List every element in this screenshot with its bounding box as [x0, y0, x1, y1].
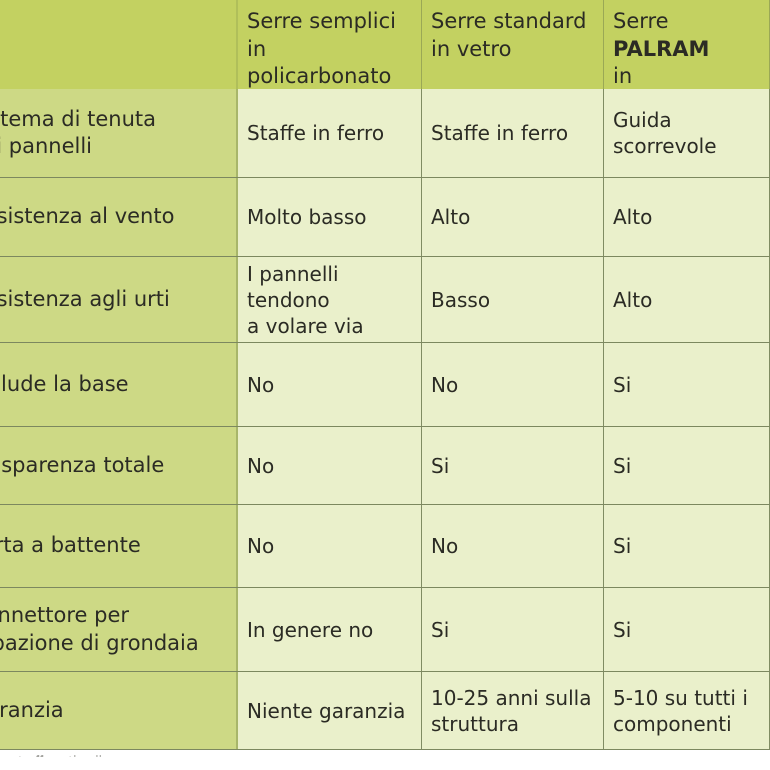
- cell-value: Molto basso: [247, 205, 367, 229]
- cell-value: Alto: [613, 205, 653, 229]
- row-cell-serre-standard: Alto: [422, 178, 604, 256]
- table-row: Include la base No No Si: [0, 343, 770, 427]
- header-serre-standard-label: Serre standard in vetro: [422, 0, 590, 63]
- cell-value: Alto: [431, 205, 471, 229]
- row-label-cell: Resistenza al vento: [0, 178, 238, 256]
- table-row: Trasparenza totale No Si Si: [0, 427, 770, 505]
- cell-value: No: [247, 534, 275, 558]
- row-cell-serre-palram: Si: [604, 505, 770, 587]
- row-label-cell: Resistenza agli urti: [0, 257, 238, 342]
- header-line2: in policarbonato: [247, 36, 392, 89]
- row-cell-serre-semplici: No: [238, 505, 422, 587]
- row-cell-serre-standard: Staffe in ferro: [422, 89, 604, 177]
- header-cell-feature: [0, 0, 238, 89]
- cell-value: Basso: [431, 287, 491, 312]
- cell-value: Si: [431, 617, 450, 642]
- row-cell-serre-semplici: No: [238, 343, 422, 426]
- row-cell-serre-palram: Si: [604, 588, 770, 671]
- header-serre-semplici-label: Serre semplici in policarbonato: [238, 0, 421, 89]
- cell-value: Si: [613, 372, 632, 397]
- cell-value: Alto: [613, 287, 653, 312]
- row-cell-serre-semplici: Molto basso: [238, 178, 422, 256]
- cell-value: In genere no: [247, 617, 374, 642]
- caption-text: cut-off caption line: [4, 754, 117, 768]
- row-label: Connettore per tubazione di grondaia: [0, 603, 199, 655]
- cell-value: Staffe in ferro: [431, 121, 569, 145]
- row-cell-serre-palram: Si: [604, 427, 770, 504]
- cell-value: No: [431, 372, 459, 397]
- row-cell-serre-standard: No: [422, 505, 604, 587]
- cell-value: No: [431, 534, 459, 558]
- row-cell-serre-semplici: Niente garanzia: [238, 672, 422, 749]
- row-cell-serre-semplici: No: [238, 427, 422, 504]
- table-row: Porta a battente No No Si: [0, 505, 770, 588]
- row-label: Garanzia: [0, 697, 64, 722]
- bottom-caption-strip: cut-off caption line: [0, 750, 770, 770]
- row-cell-serre-palram: Si: [604, 343, 770, 426]
- cell-value: Si: [431, 453, 450, 478]
- row-label-cell: Sistema di tenuta dei pannelli: [0, 89, 238, 177]
- cell-value: I pannelli tendono a volare via: [247, 261, 364, 338]
- row-cell-serre-palram: Alto: [604, 178, 770, 256]
- table-header-row: Serre semplici in policarbonato Serre sta…: [0, 0, 770, 89]
- header-cell-serre-standard: Serre standard in vetro: [422, 0, 604, 89]
- row-cell-serre-standard: Basso: [422, 257, 604, 342]
- cell-value: Si: [613, 453, 632, 478]
- cell-value: Si: [613, 534, 632, 558]
- row-cell-serre-standard: Si: [422, 588, 604, 671]
- comparison-table: Serre semplici in policarbonato Serre sta…: [0, 0, 770, 750]
- cell-value: 5-10 su tutti i componenti: [613, 685, 748, 736]
- row-cell-serre-standard: 10-25 anni sulla struttura: [422, 672, 604, 749]
- header-line2: in policarbonato: [613, 64, 633, 89]
- table-row: Garanzia Niente garanzia 10-25 anni sull…: [0, 672, 770, 750]
- cell-value: 10-25 anni sulla struttura: [431, 685, 592, 736]
- header-line2: in vetro: [431, 36, 512, 61]
- row-cell-serre-palram: Guida scorrevole: [604, 89, 770, 177]
- header-line1-prefix: Serre: [613, 9, 669, 33]
- header-line1: Serre standard: [431, 9, 587, 33]
- row-cell-serre-semplici: I pannelli tendono a volare via: [238, 257, 422, 342]
- table-row: Resistenza agli urti I pannelli tendono …: [0, 257, 770, 343]
- table-row: Sistema di tenuta dei pannelli Staffe in…: [0, 89, 770, 178]
- row-label-cell: Trasparenza totale: [0, 427, 238, 504]
- row-label: Include la base: [0, 371, 129, 396]
- brand-name-palram: PALRAM: [613, 36, 710, 61]
- table-row: Resistenza al vento Molto basso Alto Alt…: [0, 178, 770, 257]
- cell-value: Staffe in ferro: [247, 121, 385, 145]
- cell-value: Guida scorrevole: [613, 108, 717, 158]
- row-cell-serre-semplici: Staffe in ferro: [238, 89, 422, 177]
- table-row: Connettore per tubazione di grondaia In …: [0, 588, 770, 672]
- row-label: Resistenza al vento: [0, 204, 175, 229]
- row-cell-serre-palram: Alto: [604, 257, 770, 342]
- header-cell-serre-palram: Serre PALRAM in policarbonato: [604, 0, 770, 89]
- header-serre-palram-label: Serre PALRAM in policarbonato: [604, 0, 769, 89]
- row-label-cell: Include la base: [0, 343, 238, 426]
- header-line1: Serre semplici: [247, 9, 396, 33]
- cell-value: Niente garanzia: [247, 698, 406, 723]
- header-cell-serre-semplici: Serre semplici in policarbonato: [238, 0, 422, 89]
- row-cell-serre-standard: No: [422, 343, 604, 426]
- row-label-cell: Connettore per tubazione di grondaia: [0, 588, 238, 671]
- cell-value: Si: [613, 617, 632, 642]
- row-cell-serre-semplici: In genere no: [238, 588, 422, 671]
- row-cell-serre-standard: Si: [422, 427, 604, 504]
- row-label: Resistenza agli urti: [0, 286, 170, 311]
- row-label-cell: Garanzia: [0, 672, 238, 749]
- row-label: Trasparenza totale: [0, 452, 165, 477]
- row-label: Sistema di tenuta dei pannelli: [0, 106, 156, 158]
- row-cell-serre-palram: 5-10 su tutti i componenti: [604, 672, 770, 749]
- row-label-cell: Porta a battente: [0, 505, 238, 587]
- cell-value: No: [247, 372, 275, 397]
- row-label: Porta a battente: [0, 533, 141, 558]
- cell-value: No: [247, 453, 275, 478]
